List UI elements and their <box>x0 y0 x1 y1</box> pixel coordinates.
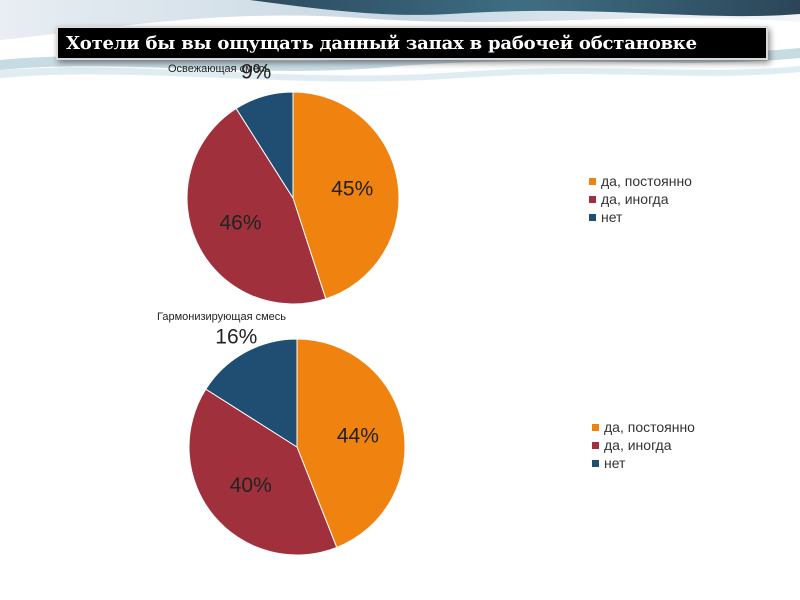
legend-1-swatch-net <box>589 213 596 221</box>
pie-2-slice-postoyanno <box>296 338 406 549</box>
legend-1-item-inogda: да, иногда <box>589 190 692 208</box>
slide-title: Хотели бы вы ощущать данный запах в рабо… <box>66 33 697 54</box>
legend-1-swatch-inogda <box>589 195 596 203</box>
pie-1-slice-inogda <box>186 107 327 305</box>
legend-1-item-postoyanno: да, постоянно <box>589 172 692 190</box>
legend-1-item-net: нет <box>589 208 692 226</box>
chart-2-legend: да, постоянно да, иногда нет <box>592 418 695 472</box>
legend-2-item-net: нет <box>592 454 695 472</box>
pie-2-slice-inogda <box>188 388 338 556</box>
legend-2-swatch-inogda <box>592 441 599 449</box>
pie-2-label-net: 16% <box>215 326 257 349</box>
legend-2-item-inogda: да, иногда <box>592 436 695 454</box>
legend-2-label-inogda: да, иногда <box>604 437 672 453</box>
pie-chart-1: 45% 46% 9% <box>186 60 400 305</box>
pie-1-slice-net <box>235 91 294 200</box>
legend-1-label-postoyanno: да, постоянно <box>601 173 692 189</box>
legend-2-swatch-postoyanno <box>592 423 599 431</box>
chart-1-title: Освежающая смесь <box>168 63 271 75</box>
legend-2-label-net: нет <box>604 455 626 471</box>
chart-2-title: Гармонизирующая смесь <box>157 311 286 323</box>
legend-1-swatch-postoyanno <box>589 177 596 185</box>
pie-2-label-inogda: 40% <box>230 474 272 497</box>
chart-1-legend: да, постоянно да, иногда нет <box>589 172 692 226</box>
pie-chart-2: 44% 40% 16% <box>188 326 406 556</box>
pie-1-label-postoyanno: 45% <box>331 178 373 201</box>
legend-1-label-net: нет <box>601 209 623 225</box>
slide-title-box: Хотели бы вы ощущать данный запах в рабо… <box>56 26 768 60</box>
legend-1-label-inogda: да, иногда <box>601 191 669 207</box>
pie-1-slice-postoyanno <box>292 91 400 300</box>
pie-1-label-inogda: 46% <box>220 212 262 235</box>
legend-2-label-postoyanno: да, постоянно <box>604 419 695 435</box>
pie-2-slice-net <box>205 338 298 448</box>
pie-1-label-net: 9% <box>241 60 271 83</box>
legend-2-swatch-net <box>592 459 599 467</box>
legend-2-item-postoyanno: да, постоянно <box>592 418 695 436</box>
pie-2-label-postoyanno: 44% <box>337 424 379 447</box>
